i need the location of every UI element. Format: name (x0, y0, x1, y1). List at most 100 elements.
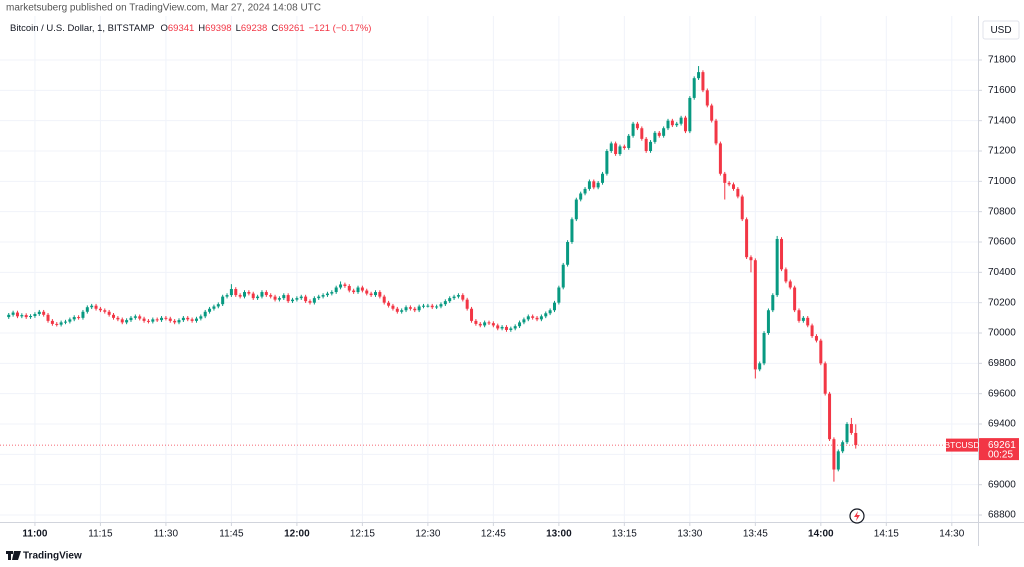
y-tick-label: 70600 (988, 237, 1016, 248)
y-tick-label: 69400 (988, 419, 1016, 430)
candle-body (461, 295, 465, 300)
candle-body (234, 289, 238, 296)
y-tick-label: 71400 (988, 115, 1016, 126)
high-value: 69398 (205, 23, 231, 34)
candle-body (408, 307, 412, 309)
candle-body (365, 290, 369, 294)
candle-body (160, 317, 164, 321)
candle-body (531, 316, 535, 318)
candle-body (251, 293, 255, 299)
candle-body (544, 313, 548, 317)
candle-body (644, 138, 648, 151)
candle-body (63, 321, 67, 323)
candle-body (727, 182, 731, 185)
candle-body (120, 319, 124, 323)
candle-body (77, 317, 81, 319)
candle-body (640, 128, 644, 139)
candle-body (718, 143, 722, 174)
replay-icon[interactable] (849, 508, 865, 524)
candle-body (142, 318, 146, 321)
candle-body (7, 314, 11, 318)
x-tick-label: 14:15 (874, 529, 899, 540)
candle-body (286, 295, 290, 302)
candle-body (317, 296, 321, 299)
candle-body (304, 296, 308, 302)
candle-body (518, 322, 522, 327)
x-tick-label: 14:00 (808, 529, 834, 540)
candle-body (347, 285, 351, 291)
candle-body (229, 289, 233, 296)
candle-body (194, 318, 198, 321)
candle-body (321, 295, 325, 297)
candle-body (308, 301, 312, 303)
candle-body (771, 295, 775, 311)
x-tick-label: 11:00 (22, 529, 47, 540)
last-price-tag (979, 438, 1019, 461)
candle-body (81, 311, 85, 318)
candle-body (360, 287, 364, 291)
candle-body (129, 317, 133, 321)
brand-logo (6, 551, 21, 560)
x-tick-label: 13:00 (546, 529, 572, 540)
candle-body (697, 72, 701, 79)
x-tick-label: 12:30 (415, 529, 440, 540)
currency-button[interactable] (982, 20, 1020, 40)
candle-body (11, 312, 15, 315)
candle-body (24, 315, 28, 318)
candle-body (814, 336, 818, 341)
symbol: Bitcoin / U.S. Dollar, 1, BITSTAMP (10, 23, 154, 34)
grid (0, 16, 978, 522)
candle-body (55, 323, 59, 325)
candle-body (426, 305, 430, 307)
candle-body (566, 242, 570, 265)
candle-body (330, 292, 334, 294)
candle-body (836, 451, 840, 470)
candle-body (474, 320, 478, 324)
y-tick-label: 71200 (988, 146, 1016, 157)
candle-body (854, 432, 858, 446)
candle-body (465, 299, 469, 309)
candle-body (181, 317, 185, 321)
candle-body (264, 292, 268, 296)
candle-body (400, 310, 404, 312)
candle-body (146, 320, 150, 322)
candle-body (561, 264, 565, 288)
candle-body (155, 319, 159, 321)
y-tick-label: 69800 (988, 358, 1016, 369)
candle-body (404, 307, 408, 311)
candle-body (343, 284, 347, 286)
candle-body (819, 340, 823, 364)
candle-body (666, 120, 670, 129)
candle-body (37, 311, 41, 315)
candle-body (325, 293, 329, 296)
candle-body (373, 292, 377, 296)
candle-body (649, 141, 653, 151)
y-tick-label: 69600 (988, 388, 1016, 399)
candle-body (810, 325, 814, 337)
x-tick-label: 13:45 (743, 529, 768, 540)
candle-body (539, 316, 543, 320)
candle-body (557, 287, 561, 303)
x-tick-label: 11:45 (219, 529, 244, 540)
countdown-label: 00:25 (988, 450, 1013, 461)
candle-body (491, 323, 495, 326)
icon-bolt[interactable] (854, 511, 860, 521)
candle-body (701, 72, 705, 91)
candle-body (20, 315, 24, 317)
candle-body (470, 308, 474, 321)
candle-body (238, 295, 242, 297)
currency[interactable]: USD (990, 25, 1011, 36)
y-tick-label: 68800 (988, 510, 1016, 521)
candle-body (710, 105, 714, 121)
candle-body (452, 296, 456, 299)
candle-body (723, 173, 727, 183)
candle-body (103, 310, 107, 312)
candle-body (793, 287, 797, 311)
candle-body (522, 319, 526, 323)
candle-body (583, 188, 587, 194)
candle-body (256, 296, 260, 299)
candle-body (579, 193, 583, 200)
candle-body (339, 284, 343, 288)
candle-body (535, 317, 539, 320)
candle-body (177, 320, 181, 323)
